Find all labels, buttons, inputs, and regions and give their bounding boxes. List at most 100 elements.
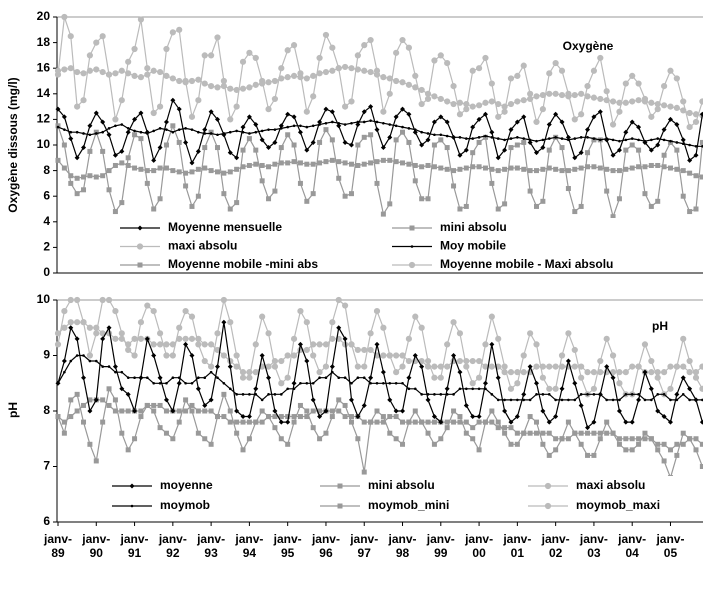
marker <box>316 70 323 77</box>
marker <box>253 386 259 392</box>
marker <box>470 150 476 156</box>
marker <box>271 77 279 85</box>
marker <box>170 436 176 442</box>
marker <box>687 170 693 176</box>
marker <box>527 188 533 194</box>
marker <box>67 296 74 304</box>
marker <box>450 319 457 326</box>
marker <box>329 414 335 420</box>
series-line <box>57 298 703 396</box>
x-tick-label: janv-95 <box>273 532 302 560</box>
series <box>56 119 703 148</box>
marker <box>527 95 534 103</box>
marker <box>648 436 654 442</box>
marker <box>368 132 374 138</box>
marker <box>93 66 100 73</box>
series <box>55 123 703 220</box>
marker <box>546 452 552 458</box>
marker <box>578 150 584 156</box>
marker <box>470 124 476 130</box>
marker <box>284 352 291 359</box>
marker <box>426 393 430 396</box>
marker <box>311 381 315 385</box>
marker <box>687 157 693 163</box>
marker <box>278 123 284 129</box>
marker <box>507 100 515 108</box>
marker <box>572 430 578 436</box>
x-tick-label: janv-01 <box>503 532 532 560</box>
marker <box>227 169 233 175</box>
marker <box>635 80 642 87</box>
marker <box>693 206 699 212</box>
marker <box>336 123 342 129</box>
marker <box>74 296 81 304</box>
marker <box>399 79 406 86</box>
marker <box>189 408 195 414</box>
marker <box>125 341 132 348</box>
marker <box>248 393 251 396</box>
marker <box>520 352 527 359</box>
marker <box>438 419 444 425</box>
marker <box>539 91 546 99</box>
marker <box>61 358 67 364</box>
y-tick-label: 0 <box>43 265 50 279</box>
marker <box>80 70 87 77</box>
marker <box>170 408 176 414</box>
legend-marker <box>408 261 416 269</box>
marker <box>354 346 361 354</box>
marker <box>393 114 399 120</box>
marker <box>412 84 419 91</box>
marker <box>170 168 176 174</box>
marker <box>297 180 303 186</box>
marker <box>573 137 577 140</box>
marker <box>687 436 693 442</box>
marker <box>540 198 546 204</box>
marker <box>342 302 349 309</box>
marker <box>304 161 310 167</box>
marker <box>508 425 514 431</box>
marker <box>656 393 660 396</box>
marker <box>495 100 502 108</box>
marker <box>348 419 354 425</box>
marker <box>171 130 175 134</box>
marker <box>144 65 151 72</box>
marker <box>681 393 685 396</box>
marker <box>348 397 354 403</box>
marker <box>686 357 693 365</box>
marker <box>662 393 666 396</box>
marker <box>318 376 321 380</box>
marker <box>572 380 578 386</box>
marker <box>394 124 398 128</box>
marker <box>278 414 284 420</box>
marker <box>125 155 131 161</box>
marker <box>158 127 162 130</box>
marker <box>343 123 347 126</box>
legend-label: moymob_maxi <box>576 498 660 512</box>
marker <box>176 419 182 425</box>
marker <box>144 336 150 342</box>
marker <box>609 121 617 128</box>
marker <box>426 132 430 135</box>
marker <box>228 387 232 391</box>
marker <box>540 145 546 151</box>
marker <box>629 119 635 125</box>
marker <box>112 408 118 414</box>
marker <box>125 70 132 77</box>
marker <box>163 408 169 414</box>
marker <box>495 155 501 161</box>
marker <box>214 330 221 337</box>
marker <box>469 67 476 74</box>
marker <box>476 164 482 170</box>
marker <box>559 168 565 174</box>
marker <box>61 114 67 120</box>
marker <box>623 147 629 153</box>
marker <box>592 137 596 140</box>
marker <box>669 398 672 402</box>
marker <box>439 133 443 137</box>
marker <box>246 114 252 120</box>
marker <box>246 436 252 442</box>
marker <box>451 168 457 174</box>
marker <box>278 380 285 387</box>
marker <box>93 110 99 116</box>
marker <box>163 72 170 79</box>
